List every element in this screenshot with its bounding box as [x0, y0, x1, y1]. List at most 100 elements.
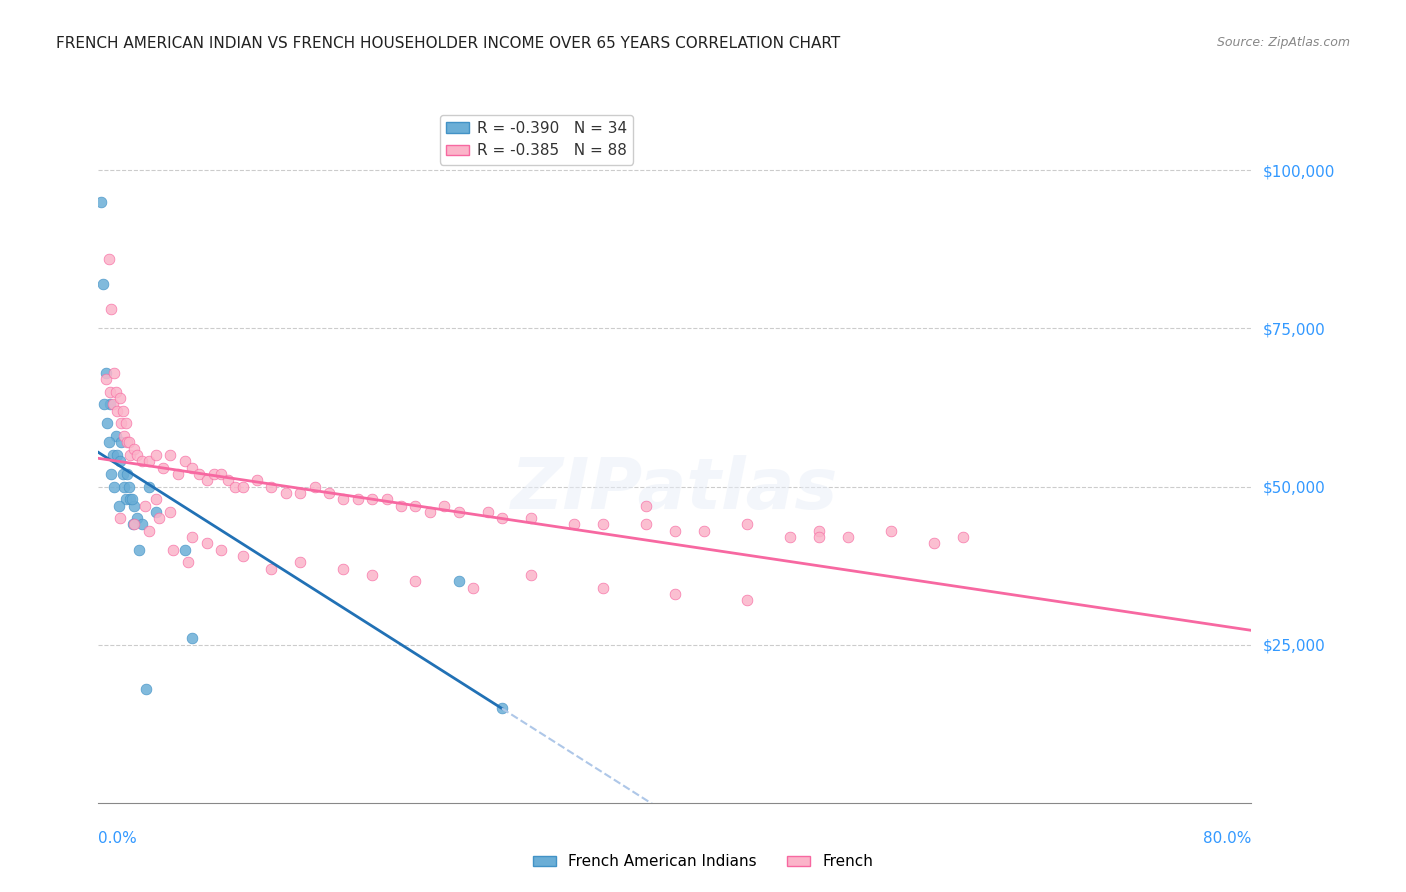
Point — [94, 366, 117, 380]
Point — [138, 524, 160, 538]
Point — [520, 568, 543, 582]
Point — [159, 448, 181, 462]
Point — [181, 530, 204, 544]
Point — [90, 194, 112, 209]
Point — [91, 277, 114, 292]
Point — [260, 479, 283, 493]
Point — [138, 454, 160, 468]
Point — [209, 542, 232, 557]
Point — [96, 417, 118, 431]
Point — [346, 492, 368, 507]
Text: 0.0%: 0.0% — [98, 831, 138, 846]
Text: 80.0%: 80.0% — [1204, 831, 1251, 846]
Point — [520, 511, 543, 525]
Point — [100, 467, 122, 481]
Point — [124, 499, 146, 513]
Point — [97, 252, 120, 266]
Point — [159, 505, 181, 519]
Point — [134, 499, 156, 513]
Point — [231, 549, 254, 563]
Point — [181, 460, 204, 475]
Point — [375, 492, 398, 507]
Point — [477, 505, 499, 519]
Point — [131, 454, 153, 468]
Point — [98, 384, 121, 399]
Point — [131, 517, 153, 532]
Point — [94, 372, 117, 386]
Point — [779, 530, 801, 544]
Point — [110, 417, 132, 431]
Point — [148, 511, 170, 525]
Point — [105, 403, 128, 417]
Point — [152, 460, 174, 475]
Point — [807, 530, 830, 544]
Point — [105, 448, 128, 462]
Point — [447, 505, 470, 519]
Point — [318, 486, 340, 500]
Point — [447, 574, 470, 589]
Point — [177, 556, 200, 570]
Point — [592, 581, 614, 595]
Point — [195, 473, 218, 487]
Point — [224, 479, 246, 493]
Point — [361, 568, 384, 582]
Point — [117, 467, 139, 481]
Point — [922, 536, 945, 550]
Point — [837, 530, 859, 544]
Point — [120, 492, 142, 507]
Point — [97, 435, 120, 450]
Point — [104, 384, 127, 399]
Point — [274, 486, 297, 500]
Point — [664, 587, 686, 601]
Point — [101, 448, 124, 462]
Point — [735, 517, 758, 532]
Point — [195, 536, 218, 550]
Point — [120, 448, 142, 462]
Point — [491, 701, 513, 715]
Point — [101, 397, 124, 411]
Point — [118, 435, 141, 450]
Point — [103, 479, 125, 493]
Point — [111, 467, 134, 481]
Point — [108, 511, 131, 525]
Point — [127, 511, 149, 525]
Point — [112, 429, 135, 443]
Point — [174, 542, 197, 557]
Point — [124, 517, 146, 532]
Point — [188, 467, 211, 481]
Point — [104, 429, 127, 443]
Point — [108, 391, 131, 405]
Text: ZIPatlas: ZIPatlas — [512, 455, 838, 524]
Point — [807, 524, 830, 538]
Point — [636, 499, 658, 513]
Text: Source: ZipAtlas.com: Source: ZipAtlas.com — [1216, 36, 1350, 49]
Point — [405, 574, 427, 589]
Point — [332, 562, 354, 576]
Point — [332, 492, 354, 507]
Point — [290, 556, 312, 570]
Point — [693, 524, 716, 538]
Point — [952, 530, 974, 544]
Point — [735, 593, 758, 607]
Point — [117, 435, 139, 450]
Legend: R = -0.390   N = 34, R = -0.385   N = 88: R = -0.390 N = 34, R = -0.385 N = 88 — [440, 115, 633, 164]
Point — [202, 467, 225, 481]
Point — [93, 397, 115, 411]
Point — [118, 479, 141, 493]
Point — [127, 448, 149, 462]
Point — [103, 366, 125, 380]
Point — [664, 524, 686, 538]
Point — [290, 486, 312, 500]
Point — [110, 435, 132, 450]
Text: FRENCH AMERICAN INDIAN VS FRENCH HOUSEHOLDER INCOME OVER 65 YEARS CORRELATION CH: FRENCH AMERICAN INDIAN VS FRENCH HOUSEHO… — [56, 36, 841, 51]
Point — [389, 499, 412, 513]
Point — [592, 517, 614, 532]
Point — [122, 517, 145, 532]
Point — [145, 505, 167, 519]
Point — [461, 581, 484, 595]
Point — [433, 499, 456, 513]
Point — [128, 542, 150, 557]
Point — [114, 492, 136, 507]
Point — [209, 467, 232, 481]
Point — [246, 473, 269, 487]
